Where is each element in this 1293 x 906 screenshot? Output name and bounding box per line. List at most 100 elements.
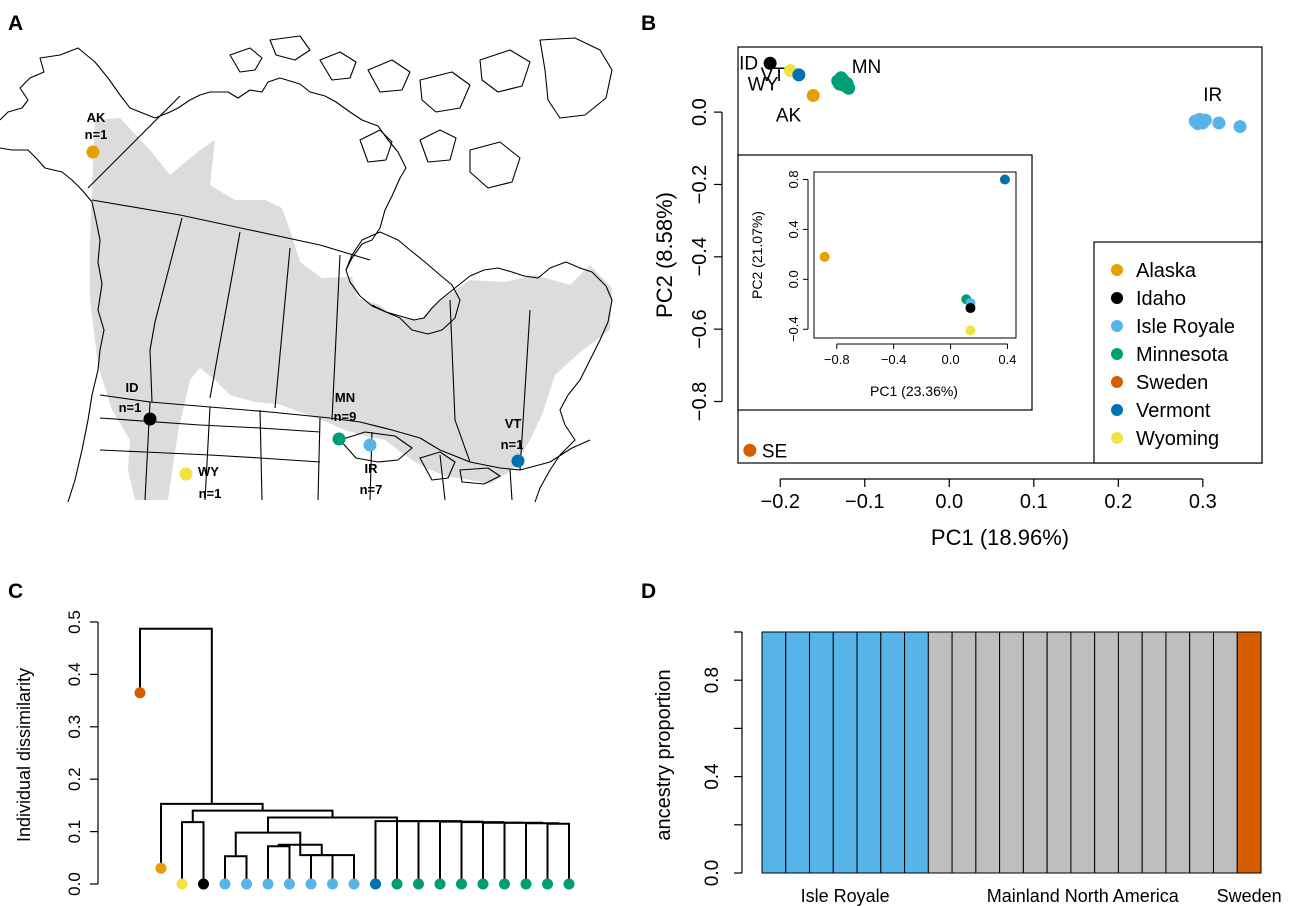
dendrogram-leaf — [542, 878, 553, 890]
inset-x-tick-label: −0.4 — [881, 352, 907, 367]
pca-point — [763, 56, 777, 70]
map-site-count: n=1 — [199, 486, 222, 501]
inset-x-tick-label: 0.0 — [942, 352, 960, 367]
ancestry-bar — [975, 631, 1001, 874]
pca-point — [1191, 117, 1205, 131]
dendrogram-branch — [482, 821, 524, 884]
pca-panel: −0.2 −0.1 0.0 0.1 0.2 0.30.0−0.2−0.4−0.6−0.8 … — [652, 46, 1263, 550]
pca-x-tick-label: 0.3 — [1189, 491, 1217, 513]
inset-point — [965, 325, 976, 336]
dendrogram-y-tick-label: 0.4 — [65, 663, 84, 687]
dendrogram-panel: 0.0 0.1 0.2 0.3 0.4 0.5 Individual dissimilar… — [14, 610, 575, 896]
ancestry-bar — [856, 631, 882, 874]
inset-x-tick-label: −0.8 — [824, 352, 850, 367]
legend-label: Isle Royale — [1136, 316, 1235, 338]
border-canada-usa — [99, 394, 591, 471]
pca-x-tick-label: −0.1 — [845, 491, 884, 513]
dendrogram-leaf — [413, 878, 424, 890]
legend-swatch — [1111, 376, 1123, 388]
dendrogram-leaf — [456, 878, 467, 890]
ancestry-bar — [1141, 631, 1167, 874]
ancestry-bar — [880, 631, 906, 874]
dendrogram-leaf — [370, 878, 381, 890]
dendrogram-leaf — [219, 878, 231, 890]
ancestry-group-label: Sweden — [1217, 886, 1282, 906]
dendrogram-leaf — [305, 878, 317, 890]
pca-x-label: PC1 (18.96%) — [931, 525, 1069, 550]
pca-point — [743, 443, 757, 457]
map-site-count: n=1 — [119, 400, 142, 415]
map-site-code: AK — [87, 110, 106, 125]
inset-y-label: PC2 (21.07%) — [749, 211, 765, 299]
map-site-marker — [511, 454, 525, 468]
dendrogram-y-tick-label: 0.0 — [65, 872, 84, 896]
dendrogram-leaf — [520, 878, 532, 890]
inset-y-tick-label: −0.4 — [786, 316, 801, 342]
pca-point-label: WY — [748, 75, 779, 96]
coastline-west — [67, 201, 105, 502]
hudson-bay — [345, 231, 461, 335]
ancestry-y-label: ancestry proportion — [653, 669, 675, 840]
pca-inset-frame — [737, 154, 1033, 411]
map-site-code: VT — [505, 416, 522, 431]
legend-swatch — [1111, 264, 1123, 276]
legend-swatch — [1111, 348, 1123, 360]
ancestry-bar — [1046, 631, 1072, 874]
dendrogram-leaf — [477, 878, 489, 890]
pca-point — [840, 77, 854, 91]
ancestry-y-tick-label: 0.0 — [702, 860, 723, 886]
range-shading — [90, 118, 612, 500]
dendrogram-leaf — [434, 878, 446, 890]
ancestry-group-label: Isle Royale — [801, 886, 890, 906]
dendrogram-branch — [181, 821, 205, 884]
dendrogram-branch — [546, 822, 570, 884]
pca-x-tick-label: 0.0 — [935, 491, 963, 513]
dendrogram-leaf — [176, 878, 188, 890]
ancestry-panel: 0.0 0.4 0.8 Isle Royale Mainland North Amer… — [653, 631, 1282, 906]
arctic-islands — [229, 35, 613, 189]
inset-y-tick-label: 0.0 — [786, 270, 801, 288]
panel-letter-b: B — [641, 12, 656, 35]
map-site-code: WY — [198, 464, 219, 479]
map-panel: AK n=1 ID n=1 WY n=1 MN n=9 IR n=7 VT n=1 — [0, 35, 613, 502]
pca-point — [1233, 120, 1247, 134]
map-site-count: n=7 — [360, 482, 383, 497]
panel-letter-a: A — [8, 12, 23, 35]
map-site-count: n=9 — [334, 409, 357, 424]
ancestry-bar — [809, 631, 834, 874]
legend-label: Alaska — [1136, 260, 1197, 282]
ancestry-bar — [1070, 631, 1096, 874]
panel-letter-c: C — [8, 580, 23, 603]
inset-point — [819, 251, 830, 262]
dendrogram-leaf — [348, 878, 360, 890]
border-alaska-canada — [87, 95, 181, 189]
pca-y-label: PC2 (8.58%) — [652, 192, 677, 318]
dendrogram-branch — [503, 821, 544, 884]
legend-label: Vermont — [1136, 400, 1211, 422]
dendrogram-leaf — [134, 687, 146, 699]
dendrogram-branch — [525, 822, 560, 884]
dendrogram-y-tick-label: 0.1 — [65, 820, 84, 844]
dendrogram-branch — [374, 820, 419, 884]
legend-swatch — [1111, 292, 1123, 304]
map-site-marker — [363, 438, 377, 452]
dendrogram-branch — [139, 627, 213, 804]
pca-y-tick-label: −0.8 — [689, 382, 711, 421]
pca-y-tick-label: −0.6 — [689, 309, 711, 348]
ancestry-bar — [1022, 631, 1048, 874]
dendrogram-y-tick-label: 0.5 — [65, 610, 84, 634]
map-site-count: n=1 — [501, 437, 524, 452]
legend-swatch — [1111, 432, 1123, 444]
dendrogram-y-label: Individual dissimilarity — [14, 668, 34, 842]
panel-letter-d: D — [641, 580, 656, 603]
pca-inset-plot-frame — [813, 171, 1017, 339]
map-site-code: IR — [365, 461, 379, 476]
dendrogram-leaf — [563, 878, 575, 890]
great-lakes — [339, 431, 501, 485]
dendrogram-leaf — [155, 862, 167, 874]
ancestry-bar — [999, 631, 1024, 874]
inset-point — [999, 174, 1010, 185]
legend-label: Minnesota — [1136, 344, 1229, 366]
provincial-borders — [149, 217, 531, 471]
ancestry-y-tick-label: 0.8 — [702, 667, 723, 693]
